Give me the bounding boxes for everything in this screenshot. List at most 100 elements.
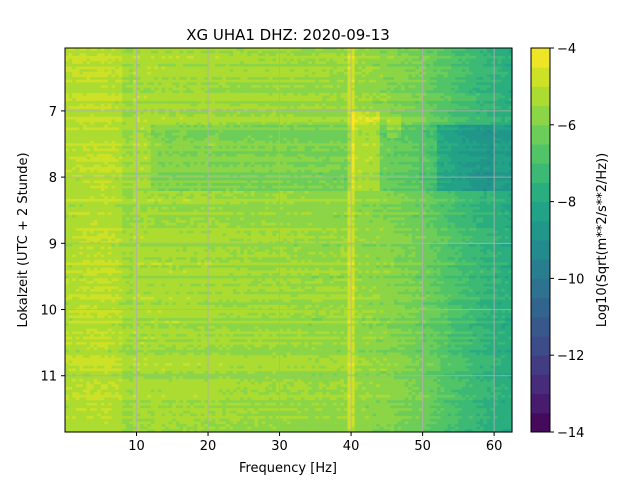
heatmap-cell xyxy=(444,71,449,76)
heatmap-cell xyxy=(465,103,470,107)
heatmap-cell xyxy=(465,85,470,89)
heatmap-cell xyxy=(390,116,395,121)
heatmap-cell xyxy=(358,111,363,115)
heatmap-cell xyxy=(125,145,130,150)
heatmap-cell xyxy=(508,55,513,60)
heatmap-cell xyxy=(179,82,184,86)
heatmap-cell xyxy=(204,58,209,62)
heatmap-cell xyxy=(79,111,84,115)
heatmap-cell xyxy=(140,114,145,118)
heatmap-cell xyxy=(132,63,138,68)
heatmap-cell xyxy=(233,50,238,54)
heatmap-cell xyxy=(358,98,363,102)
heatmap-cell xyxy=(433,114,438,118)
heatmap-cell xyxy=(293,116,299,121)
heatmap-cell xyxy=(229,90,234,94)
heatmap-cell xyxy=(429,122,434,126)
heatmap-cell xyxy=(236,48,241,52)
heatmap-cell xyxy=(318,119,324,123)
heatmap-cell xyxy=(104,69,109,73)
heatmap-cell xyxy=(504,77,510,81)
heatmap-cell xyxy=(301,145,306,150)
heatmap-cell xyxy=(322,69,327,73)
heatmap-cell xyxy=(265,124,270,129)
heatmap-cell xyxy=(82,93,88,97)
heatmap-cell xyxy=(393,71,399,76)
heatmap-cell xyxy=(111,87,116,91)
heatmap-cell xyxy=(483,98,488,102)
heatmap-cell xyxy=(100,148,105,152)
heatmap-cell xyxy=(347,130,352,134)
heatmap-cell xyxy=(75,48,80,52)
heatmap-cell xyxy=(283,106,288,110)
heatmap-cell xyxy=(65,58,70,62)
heatmap-cell xyxy=(186,138,191,142)
heatmap-cell xyxy=(497,135,502,139)
heatmap-cell xyxy=(372,66,377,70)
heatmap-cell xyxy=(326,79,331,84)
heatmap-cell xyxy=(150,63,155,68)
heatmap-cell xyxy=(297,148,302,152)
heatmap-cell xyxy=(283,77,288,81)
heatmap-cell xyxy=(125,98,130,102)
heatmap-cell xyxy=(93,148,98,152)
heatmap-cell xyxy=(215,53,220,57)
heatmap-cell xyxy=(501,71,506,76)
heatmap-cell xyxy=(104,48,109,52)
heatmap-cell xyxy=(411,116,417,121)
heatmap-cell xyxy=(268,85,274,89)
heatmap-cell xyxy=(351,127,356,131)
heatmap-cell xyxy=(107,98,113,102)
heatmap-cell xyxy=(293,114,299,118)
heatmap-cell xyxy=(404,138,409,142)
heatmap-cell xyxy=(100,132,105,136)
heatmap-cell xyxy=(361,50,366,54)
heatmap-cell xyxy=(272,100,277,105)
heatmap-cell xyxy=(168,151,173,155)
heatmap-cell xyxy=(386,53,392,57)
heatmap-cell xyxy=(275,114,281,118)
heatmap-cell xyxy=(193,95,198,99)
heatmap-cell xyxy=(125,77,130,81)
heatmap-cell xyxy=(229,111,234,115)
heatmap-cell xyxy=(190,148,195,152)
heatmap-cell xyxy=(90,98,95,102)
heatmap-cell xyxy=(261,100,266,105)
heatmap-cell xyxy=(222,77,227,81)
heatmap-cell xyxy=(326,116,331,121)
heatmap-cell xyxy=(268,95,274,99)
heatmap-cell xyxy=(429,79,434,84)
heatmap-cell xyxy=(390,130,395,134)
heatmap-cell xyxy=(258,82,263,86)
heatmap-cell xyxy=(150,61,155,65)
heatmap-cell xyxy=(129,143,134,147)
heatmap-cell xyxy=(132,106,138,110)
heatmap-cell xyxy=(140,132,145,136)
heatmap-cell xyxy=(458,119,463,123)
heatmap-cell xyxy=(411,114,417,118)
heatmap-cell xyxy=(143,77,148,81)
heatmap-cell xyxy=(419,151,424,155)
heatmap-cell xyxy=(168,145,173,150)
heatmap-cell xyxy=(429,140,434,144)
heatmap-cell xyxy=(286,122,291,126)
heatmap-cell xyxy=(415,114,420,118)
heatmap-cell xyxy=(419,61,424,65)
heatmap-cell xyxy=(104,106,109,110)
heatmap-cell xyxy=(311,103,316,107)
heatmap-cell xyxy=(229,106,234,110)
heatmap-cell xyxy=(404,93,409,97)
heatmap-cell xyxy=(233,122,238,126)
heatmap-cell xyxy=(243,95,248,99)
heatmap-cell xyxy=(68,140,73,144)
heatmap-cell xyxy=(193,69,198,73)
heatmap-cell xyxy=(75,135,80,139)
heatmap-cell xyxy=(436,122,442,126)
heatmap-cell xyxy=(100,77,105,81)
heatmap-cell xyxy=(90,93,95,97)
heatmap-cell xyxy=(293,66,299,70)
heatmap-cell xyxy=(411,127,417,131)
heatmap-cell xyxy=(204,48,209,52)
heatmap-cell xyxy=(107,122,113,126)
heatmap-cell xyxy=(372,130,377,134)
